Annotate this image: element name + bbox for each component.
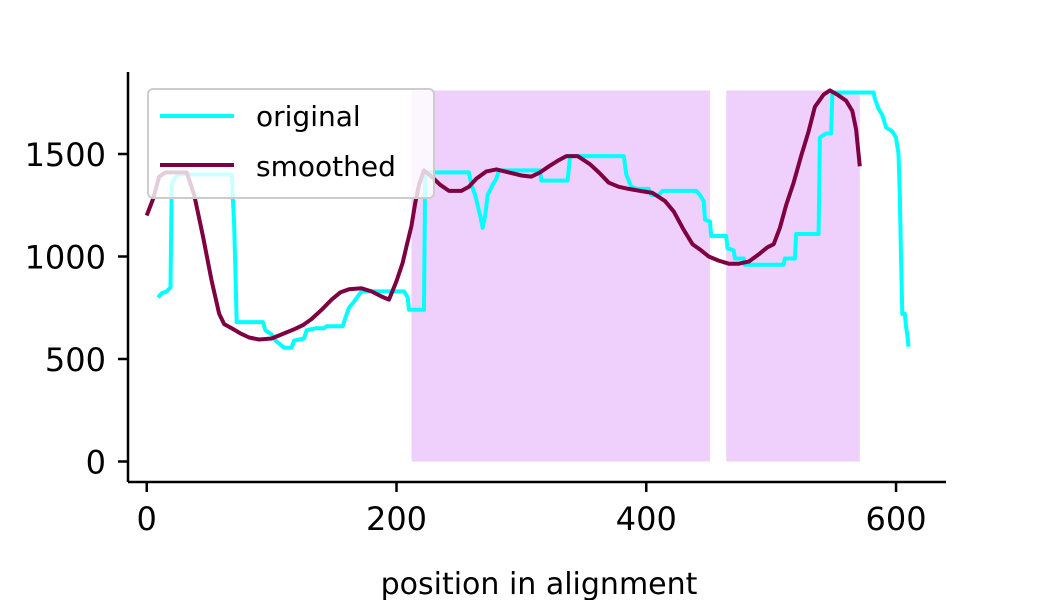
series-line-smoothed	[144, 88, 862, 342]
y-tick-label: 1500	[25, 136, 106, 174]
x-tick-label: 400	[616, 500, 677, 538]
y-axis-ticks: 0 500 1000 1500	[25, 136, 128, 482]
shaded-region-0	[411, 90, 710, 462]
shaded-region-1	[726, 90, 860, 462]
y-tick-label: 500	[45, 341, 106, 379]
shaded-regions	[411, 90, 860, 462]
legend-label-original: original	[256, 100, 361, 133]
series-line-original	[156, 90, 911, 350]
x-tick-label: 0	[137, 500, 157, 538]
y-tick-label: 1000	[25, 239, 106, 277]
series-lines	[144, 88, 911, 350]
y-tick-label: 0	[86, 444, 106, 482]
x-axis-ticks: 0 200 400 600	[137, 482, 927, 538]
legend: original smoothed	[147, 88, 435, 199]
x-tick-label: 200	[366, 500, 427, 538]
x-tick-label: 600	[866, 500, 927, 538]
x-axis-title: position in alignment	[381, 567, 698, 600]
legend-label-smoothed: smoothed	[256, 150, 396, 183]
axes	[126, 72, 946, 484]
